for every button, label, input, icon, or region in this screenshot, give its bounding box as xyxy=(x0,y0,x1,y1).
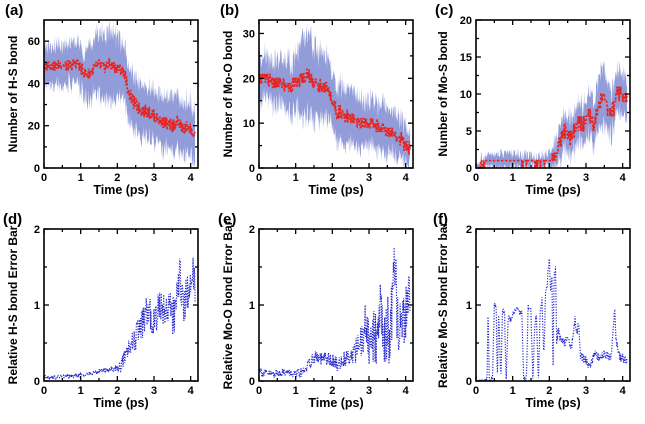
svg-text:1: 1 xyxy=(78,385,84,397)
svg-text:0: 0 xyxy=(256,172,262,184)
svg-text:1: 1 xyxy=(249,300,255,312)
chart-f-mo-s-error: 0 1 2 3 4 0 1 2 xyxy=(466,224,631,397)
svg-text:3: 3 xyxy=(583,385,589,397)
panel-c: (c) Number of Mo-S bond 0 1 2 3 4 0 5 10 15 20 Ti… xyxy=(430,0,645,205)
chart-b-mo-o-bond-count: 0 1 2 3 4 0 10 20 30 xyxy=(243,19,414,184)
svg-text:2: 2 xyxy=(546,172,552,184)
svg-text:5: 5 xyxy=(466,126,472,138)
panel-label-f: (f) xyxy=(433,211,448,228)
svg-text:0: 0 xyxy=(249,163,255,175)
svg-text:2: 2 xyxy=(114,385,120,397)
svg-text:0: 0 xyxy=(34,376,40,388)
svg-text:4: 4 xyxy=(188,172,195,184)
svg-text:3: 3 xyxy=(366,385,372,397)
svg-text:4: 4 xyxy=(403,385,410,397)
svg-text:0: 0 xyxy=(473,385,479,397)
svg-text:1: 1 xyxy=(34,300,40,312)
svg-text:1: 1 xyxy=(293,172,299,184)
svg-text:20: 20 xyxy=(28,121,40,133)
svg-text:0: 0 xyxy=(256,385,262,397)
chart-d-hs-error: 0 1 2 3 4 0 1 2 xyxy=(34,224,199,397)
panel-label-b: (b) xyxy=(220,2,240,19)
svg-text:0: 0 xyxy=(249,376,255,388)
svg-text:2: 2 xyxy=(329,385,335,397)
x-axis-title-f: Time (ps) xyxy=(525,396,581,410)
svg-text:3: 3 xyxy=(583,172,589,184)
svg-text:0: 0 xyxy=(466,163,472,175)
svg-text:1: 1 xyxy=(510,172,516,184)
svg-text:3: 3 xyxy=(151,385,157,397)
svg-text:20: 20 xyxy=(243,73,255,85)
svg-text:1: 1 xyxy=(78,172,84,184)
svg-text:3: 3 xyxy=(151,172,157,184)
svg-text:10: 10 xyxy=(460,89,472,101)
svg-text:1: 1 xyxy=(510,385,516,397)
svg-text:1: 1 xyxy=(466,300,472,312)
panel-a: (a) Number of H-S bond 0 1 2 3 4 0 20 40 60 Time… xyxy=(0,0,215,205)
svg-text:0: 0 xyxy=(473,172,479,184)
svg-text:4: 4 xyxy=(188,385,195,397)
svg-text:4: 4 xyxy=(620,385,627,397)
svg-text:10: 10 xyxy=(243,118,255,130)
svg-text:30: 30 xyxy=(243,28,255,40)
svg-text:0: 0 xyxy=(34,163,40,175)
svg-text:15: 15 xyxy=(460,52,472,64)
svg-text:0: 0 xyxy=(41,172,47,184)
panel-label-a: (a) xyxy=(5,2,24,19)
svg-text:2: 2 xyxy=(34,224,40,236)
svg-text:3: 3 xyxy=(366,172,372,184)
chart-e-mo-o-error: 0 1 2 3 4 0 1 2 xyxy=(249,224,414,397)
svg-text:2: 2 xyxy=(546,385,552,397)
svg-text:2: 2 xyxy=(249,224,255,236)
panel-b: (b) Number of Mo-O bond 0 1 2 3 4 0 10 20 30 Tim… xyxy=(215,0,430,205)
svg-text:2: 2 xyxy=(329,172,335,184)
x-axis-title-b: Time (ps) xyxy=(308,183,364,197)
svg-text:40: 40 xyxy=(28,78,40,90)
svg-text:0: 0 xyxy=(41,385,47,397)
panel-label-e: (e) xyxy=(218,211,237,228)
svg-text:60: 60 xyxy=(28,36,40,48)
svg-text:4: 4 xyxy=(403,172,410,184)
svg-text:0: 0 xyxy=(466,376,472,388)
svg-text:2: 2 xyxy=(114,172,120,184)
panel-label-d: (d) xyxy=(3,211,23,228)
svg-text:4: 4 xyxy=(620,172,627,184)
svg-text:1: 1 xyxy=(293,385,299,397)
x-axis-title-c: Time (ps) xyxy=(525,183,581,197)
svg-text:20: 20 xyxy=(460,15,472,27)
x-axis-title-e: Time (ps) xyxy=(308,396,364,410)
x-axis-title-a: Time (ps) xyxy=(93,183,149,197)
x-axis-title-d: Time (ps) xyxy=(93,396,149,410)
chart-c-mo-s-bond-count: 0 1 2 3 4 0 5 10 15 20 xyxy=(460,15,631,184)
svg-text:2: 2 xyxy=(466,224,472,236)
panel-label-c: (c) xyxy=(435,2,454,19)
